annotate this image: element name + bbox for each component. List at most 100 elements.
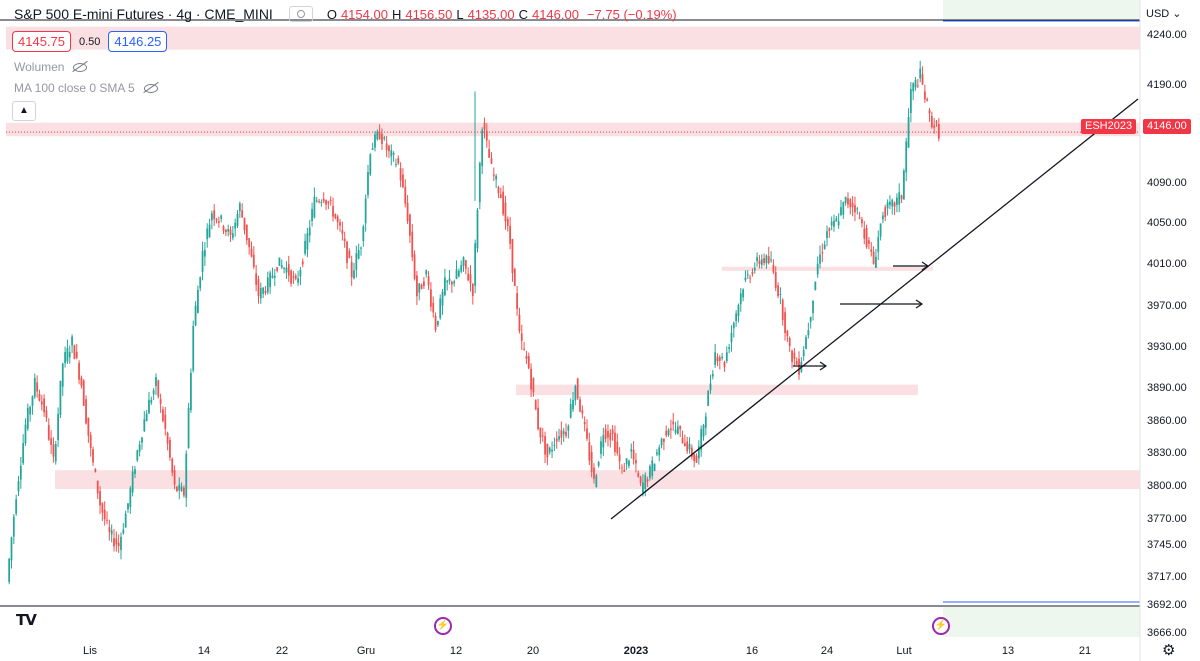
gear-icon[interactable]: ⚙: [1162, 642, 1176, 659]
candle-body: [723, 361, 726, 368]
candle-body: [532, 378, 535, 393]
price-axis[interactable]: 4240.00 4190.00 4090.00 4050.00 4010.00 3970.…: [1147, 29, 1187, 639]
candle-body: [791, 350, 793, 362]
candle-body: [751, 271, 754, 275]
price-axis-label: 4050.00: [1147, 217, 1187, 229]
candle-body: [604, 428, 607, 440]
candle-body: [96, 480, 99, 494]
quote-row: 4145.75 0.50 4146.25: [12, 31, 168, 52]
candle-body: [259, 287, 262, 299]
candle-body: [842, 201, 845, 215]
candle-body: [59, 380, 62, 415]
candle-body: [730, 332, 733, 343]
candle-body: [597, 462, 600, 466]
price-axis-label: 4240.00: [1147, 29, 1187, 41]
eye-hidden-icon[interactable]: [143, 83, 159, 93]
candle-body: [863, 228, 866, 239]
visibility-toggle-icon[interactable]: [288, 6, 313, 22]
ma-indicator-row[interactable]: MA 100 close 0 SMA 5: [14, 81, 159, 95]
candle-body: [388, 145, 390, 152]
candle-body: [662, 438, 665, 442]
candle-body: [756, 257, 758, 262]
candle-body: [12, 516, 15, 537]
lightning-icon[interactable]: ⚡: [434, 617, 452, 635]
candle-body: [644, 475, 647, 490]
candle-body: [716, 356, 719, 362]
lightning-icon[interactable]: ⚡: [932, 617, 950, 635]
candle-body: [686, 441, 689, 452]
candle-body: [180, 486, 183, 492]
candle-body: [124, 513, 127, 528]
candle-body: [411, 231, 414, 258]
candle-body: [145, 413, 148, 422]
candle-body: [210, 213, 213, 221]
candle-body: [697, 446, 700, 459]
candle-body: [222, 226, 225, 231]
candle-body: [432, 302, 435, 313]
candle-body: [516, 293, 519, 310]
candle-body: [779, 293, 782, 295]
candle-body: [280, 265, 283, 268]
candle-body: [425, 270, 428, 275]
eye-hidden-icon[interactable]: [72, 62, 88, 72]
buy-price-button[interactable]: 4146.25: [108, 31, 168, 52]
candle-body: [700, 429, 703, 451]
candle-body: [99, 491, 101, 506]
tradingview-logo-icon[interactable]: TV: [16, 611, 37, 629]
candle-body: [681, 437, 684, 444]
symbol-title[interactable]: S&P 500 E-mini Futures · 4g · CME_MINI: [14, 6, 273, 22]
candle-body: [395, 164, 397, 166]
candle-body: [513, 268, 516, 286]
time-axis[interactable]: Lis 14 22 Gru 12 20 2023 16 24 Lut 13 21: [83, 645, 1091, 657]
candle-body: [8, 558, 11, 582]
candle-body: [206, 228, 209, 240]
candle-body: [485, 130, 488, 141]
candle-body: [788, 338, 791, 347]
candle-body: [753, 267, 756, 271]
candle-body: [434, 315, 437, 330]
candle-body: [621, 467, 623, 469]
candle-body: [269, 272, 272, 288]
candle-body: [47, 425, 50, 440]
candle-body: [709, 383, 712, 391]
candle-body: [865, 227, 868, 247]
candle-body: [679, 425, 682, 430]
candle-body: [760, 259, 763, 265]
candle-body: [176, 486, 178, 491]
candle-body: [847, 198, 849, 205]
time-axis-label: Gru: [357, 645, 375, 657]
candle-body: [462, 257, 465, 266]
candle-body: [457, 270, 460, 277]
candle-body: [378, 132, 381, 140]
candle-body: [285, 267, 288, 273]
candle-body: [872, 251, 875, 264]
candle-body: [290, 270, 292, 284]
drawing-tools[interactable]: [610, 98, 1139, 520]
sell-price-button[interactable]: 4145.75: [12, 31, 71, 52]
zone-4: [722, 266, 933, 271]
candle-body: [488, 148, 491, 158]
candle-body: [537, 407, 539, 430]
candle-body: [262, 287, 265, 294]
candle-body: [930, 115, 933, 128]
candle-body: [891, 199, 894, 207]
candle-body: [464, 260, 467, 269]
candle-body: [642, 482, 644, 493]
candle-body: [236, 214, 239, 226]
candle-body: [823, 244, 826, 250]
candle-body: [793, 352, 796, 359]
candle-body: [534, 400, 537, 410]
candle-body: [555, 438, 558, 442]
candle-body: [122, 529, 125, 534]
candle-body: [814, 281, 817, 290]
trendline[interactable]: [610, 98, 1139, 520]
candle-body: [404, 186, 407, 204]
volume-indicator-row[interactable]: Wolumen: [14, 60, 88, 74]
candle-body: [548, 447, 551, 453]
candle-body: [159, 399, 162, 404]
price-axis-label: 3930.00: [1147, 341, 1187, 353]
candle-body: [523, 348, 525, 350]
chevron-up-icon[interactable]: ▲: [12, 101, 36, 121]
currency-selector[interactable]: USD ⌄: [1146, 7, 1182, 20]
